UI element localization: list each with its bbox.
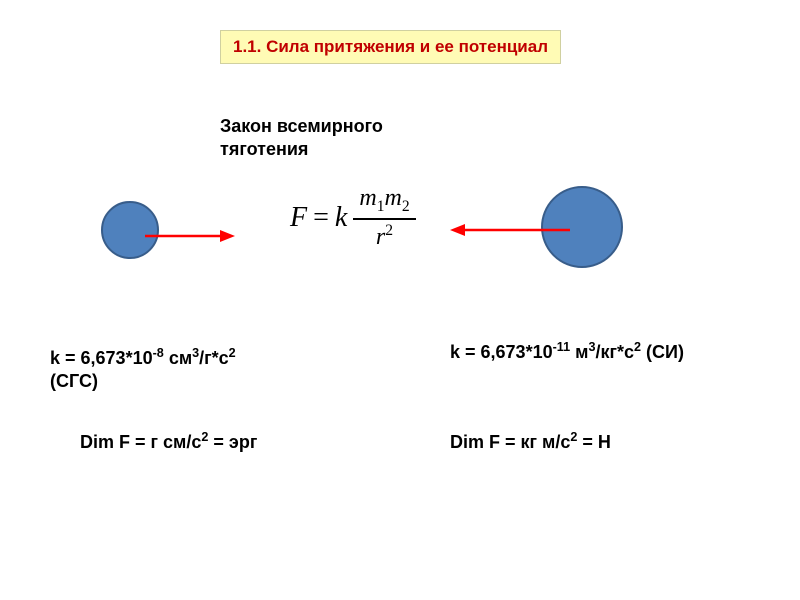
subtitle-line1: Закон всемирного <box>220 116 383 136</box>
formula-denominator: r2 <box>376 220 393 251</box>
formula-k: k <box>335 202 347 234</box>
arrow-head <box>220 230 235 242</box>
formula-numerator: m1m2 <box>353 185 415 220</box>
force-arrow-right <box>145 226 235 246</box>
gravitation-formula: F = k m1m2 r2 <box>290 185 416 251</box>
force-arrow-left <box>450 220 570 240</box>
arrow-head-left <box>450 224 465 236</box>
dimension-si: Dim F = кг м/с2 = Н <box>450 430 611 453</box>
subtitle-line2: тяготения <box>220 139 308 159</box>
formula-equals: = <box>313 202 329 234</box>
dimension-cgs: Dim F = г см/с2 = эрг <box>80 430 257 453</box>
formula-F: F <box>290 202 307 234</box>
formula-fraction: m1m2 r2 <box>353 185 415 251</box>
k-constant-si: k = 6,673*10-11 м3/кг*с2 (СИ) <box>450 340 684 363</box>
section-title: 1.1. Сила притяжения и ее потенциал <box>220 30 561 64</box>
k-constant-cgs: k = 6,673*10-8 см3/г*с2 (СГС) <box>50 345 236 394</box>
title-text: 1.1. Сила притяжения и ее потенциал <box>233 37 548 56</box>
subtitle: Закон всемирного тяготения <box>220 115 383 162</box>
